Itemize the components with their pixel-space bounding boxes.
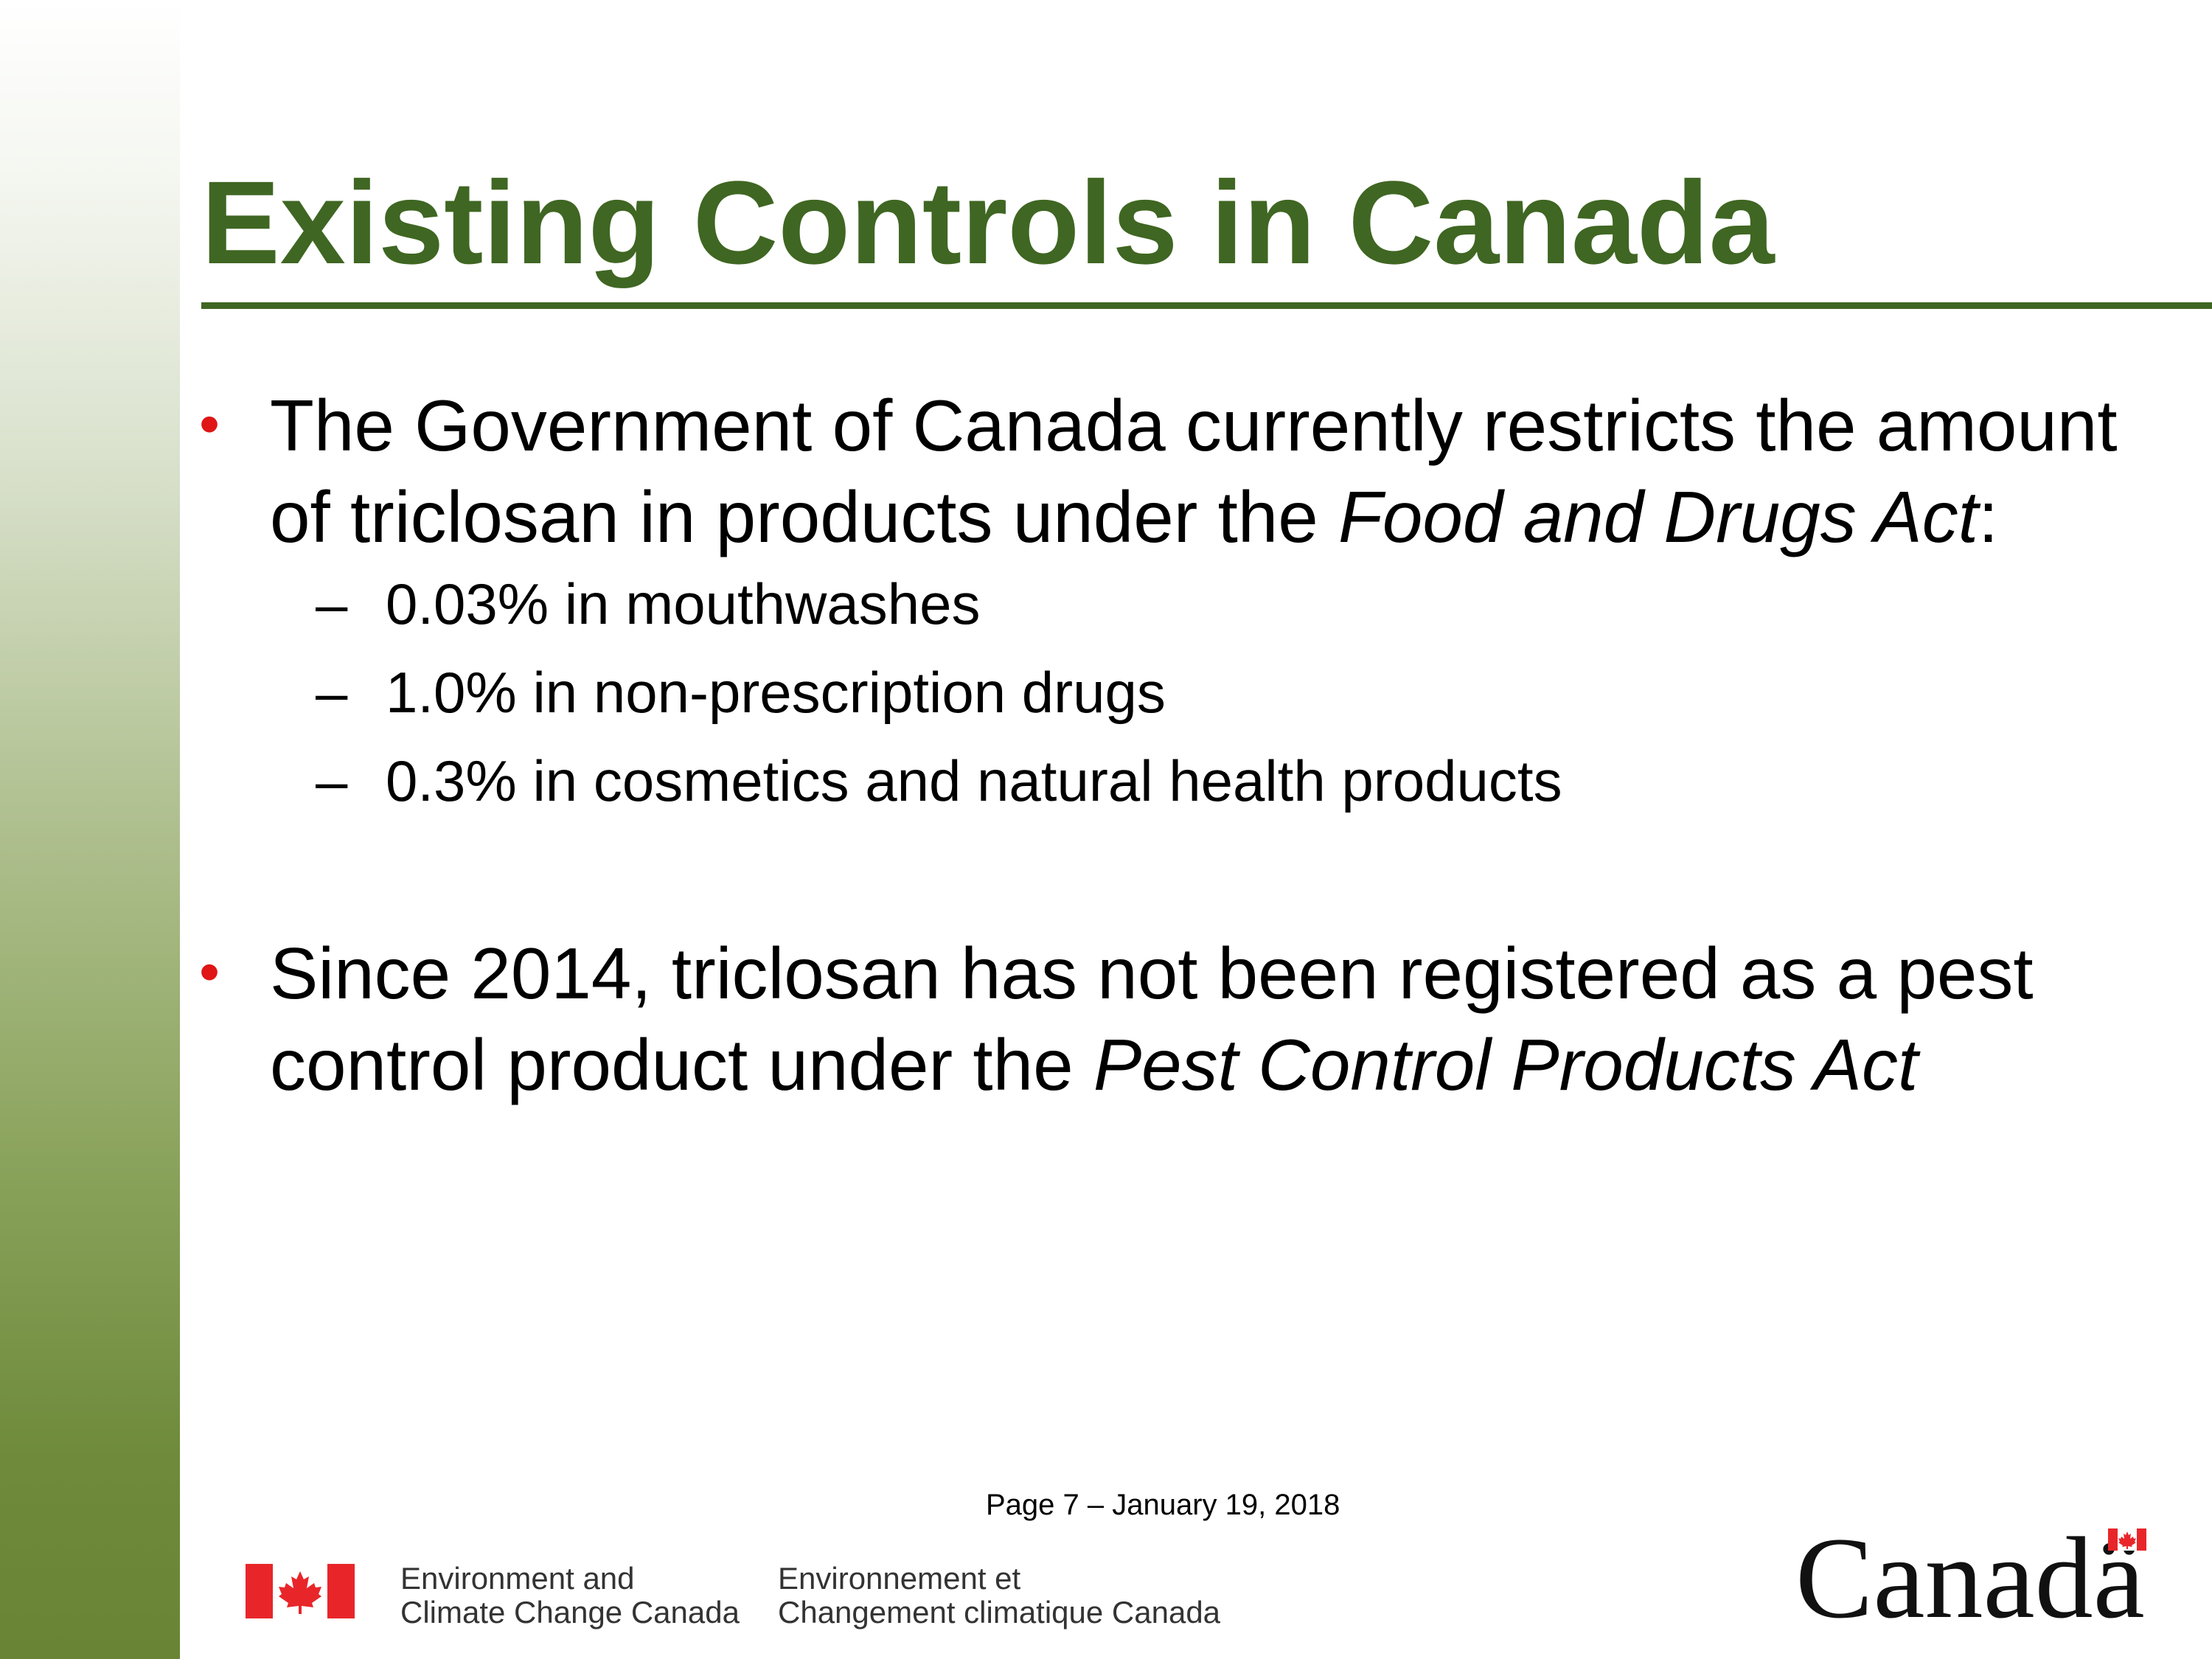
decorative-side-bar [0, 0, 180, 1659]
sub-item-mouthwashes: 0.03% in mouthwashes [386, 571, 981, 636]
canada-wordmark-text: Canadä [1795, 1523, 2145, 1626]
bullet-1-text-after: : [1978, 476, 1999, 557]
bullet-marker: • [199, 939, 220, 1004]
department-english-line-2: Climate Change Canada [400, 1595, 740, 1630]
bullet-2-text: Since 2014, triclosan has not been regis… [270, 928, 2187, 1110]
sub-item-dash: – [316, 748, 348, 813]
sub-item-non-prescription: 1.0% in non-prescription drugs [386, 660, 1166, 725]
food-and-drugs-act: Food and Drugs Act [1338, 476, 1978, 557]
page-number-date: Page 7 – January 19, 2018 [986, 1489, 1340, 1521]
slide-title: Existing Controls in Canada [201, 156, 1775, 288]
bullet-2-text-before: Since 2014, triclosan has not been regis… [270, 933, 2034, 1105]
bullet-1-text: The Government of Canada currently restr… [270, 380, 2187, 563]
canada-wordmark: Canadä [1795, 1523, 2146, 1626]
sub-item-dash: – [316, 660, 348, 725]
canada-wordmark-flag-icon [2108, 1528, 2146, 1551]
pest-control-products-act: Pest Control Products Act [1093, 1024, 1919, 1105]
bullet-1-text-before: The Government of Canada currently restr… [270, 385, 2118, 557]
department-french-line-2: Changement climatique Canada [778, 1595, 1221, 1630]
department-french-line-1: Environnement et [778, 1561, 1021, 1596]
department-name-french: Environnement et Changement climatique C… [778, 1562, 1220, 1630]
canada-flag-icon [246, 1564, 355, 1618]
sub-item-cosmetics: 0.3% in cosmetics and natural health pro… [386, 748, 1562, 813]
department-name-english: Environment and Climate Change Canada [400, 1562, 740, 1630]
sub-item-dash: – [316, 571, 348, 636]
title-divider [201, 302, 2212, 309]
bullet-marker: • [199, 391, 220, 456]
department-english-line-1: Environment and [400, 1561, 635, 1596]
